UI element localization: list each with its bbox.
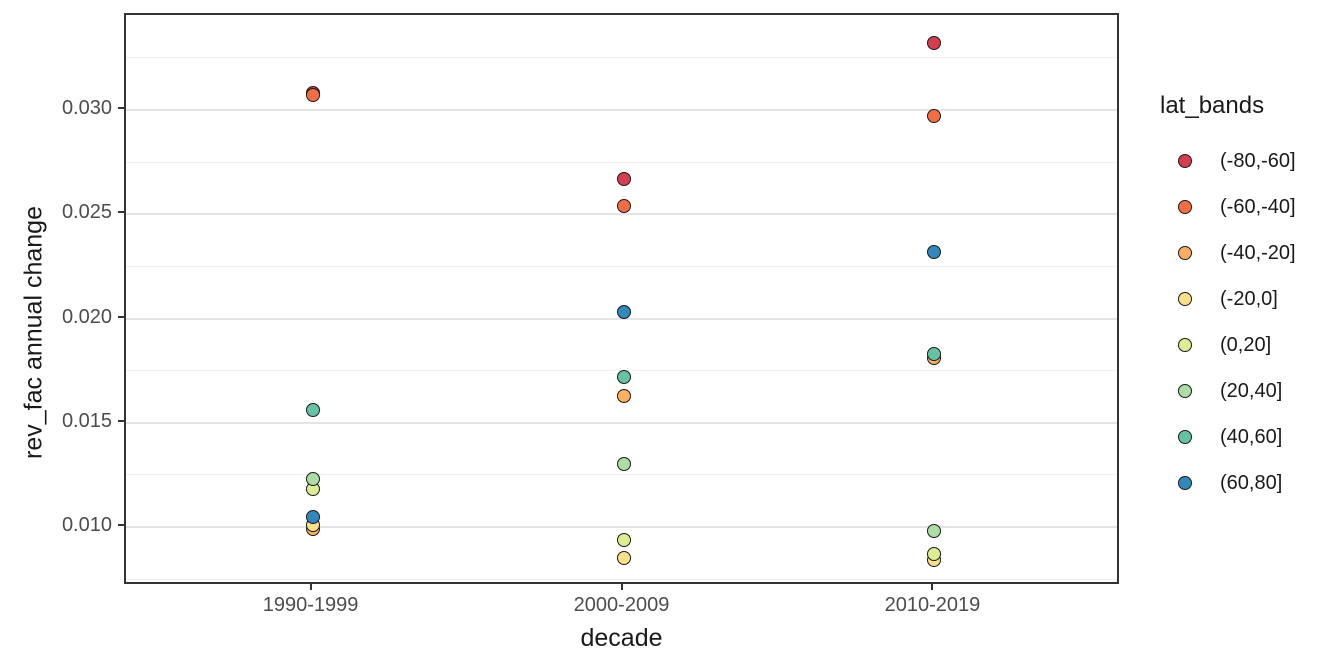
data-point[interactable] [616,369,631,384]
legend-items: (-80,-60] (-60,-40] (-40,-20] (-20,0] (0,20]… [1160,138,1344,506]
gridline-minor [126,578,1117,580]
gridline-major [126,109,1117,112]
x-tick-mark [309,584,312,590]
legend-item[interactable]: (60,80] [1160,460,1344,506]
legend-item-label: (20,40] [1220,379,1283,402]
y-tick-mark [118,524,124,526]
legend-item-label: (60,80] [1220,471,1283,494]
gridline-major [126,213,1117,216]
legend-item[interactable]: (20,40] [1160,368,1344,414]
data-point[interactable] [305,403,320,418]
legend-key-circle [1178,246,1192,260]
data-point[interactable] [927,524,942,539]
y-axis-title: rev_fac annual change [20,206,49,459]
x-tick-mark [931,584,934,590]
gridline-minor [126,265,1117,267]
legend-item[interactable]: (0,20] [1160,322,1344,368]
data-point[interactable] [927,346,942,361]
legend-item[interactable]: (-40,-20] [1160,230,1344,276]
y-tick-label: 0.015 [61,409,112,432]
x-tick-label: 1990-1999 [262,594,359,616]
data-point[interactable] [305,509,320,524]
legend-item[interactable]: (-60,-40] [1160,184,1344,230]
legend-item-label: (-80,-60] [1220,149,1296,172]
gridline-minor [126,161,1117,163]
legend-title: lat_bands [1160,92,1265,119]
data-point[interactable] [616,305,631,320]
data-point[interactable] [616,532,631,547]
legend-key-circle [1178,154,1192,168]
y-tick-mark [118,315,124,318]
legend-item-label: (-60,-40] [1220,195,1296,218]
gridline-minor [126,57,1117,59]
legend-key-circle [1178,476,1192,490]
data-point[interactable] [616,551,631,566]
x-tick-label: 2010-2019 [884,594,981,616]
legend-item-label: (0,20] [1220,333,1272,356]
y-axis-title-text: rev_fac annual change [19,206,48,459]
y-tick-label: 0.030 [61,97,112,120]
x-tick-mark [620,584,623,590]
gridline-minor [126,474,1117,476]
legend: lat_bands (-80,-60] (-60,-40] (-40,-20] (-2… [1160,92,1344,506]
y-tick-mark [118,107,124,110]
legend-item-label: (40,60] [1220,425,1283,448]
data-point[interactable] [305,472,320,487]
legend-item[interactable]: (-20,0] [1160,276,1344,322]
gridline-major [126,526,1117,528]
legend-item-label: (-20,0] [1220,287,1278,310]
legend-key-circle [1178,338,1192,352]
y-tick-label: 0.020 [61,305,112,328]
y-tick-label: 0.025 [61,201,112,224]
legend-item[interactable]: (40,60] [1160,414,1344,460]
data-point[interactable] [927,109,942,124]
data-point[interactable] [616,457,631,472]
data-point[interactable] [305,88,320,103]
y-tick-mark [118,419,124,422]
legend-item-label: (-40,-20] [1220,241,1296,264]
plot-panel [124,13,1119,584]
legend-item[interactable]: (-80,-60] [1160,138,1344,184]
data-point[interactable] [616,198,631,213]
x-axis-title: decade [580,624,663,652]
gridline-major [126,421,1117,424]
legend-key-circle [1178,292,1192,306]
legend-key-circle [1178,200,1192,214]
legend-key-circle [1178,384,1192,398]
legend-key-circle [1178,430,1192,444]
data-point[interactable] [927,547,942,562]
data-point[interactable] [616,171,631,186]
data-point[interactable] [927,36,942,51]
y-tick-label: 0.010 [61,514,112,536]
data-point[interactable] [927,244,942,259]
x-tick-label: 2000-2009 [573,594,670,616]
y-tick-mark [118,211,124,214]
data-point[interactable] [616,388,631,403]
